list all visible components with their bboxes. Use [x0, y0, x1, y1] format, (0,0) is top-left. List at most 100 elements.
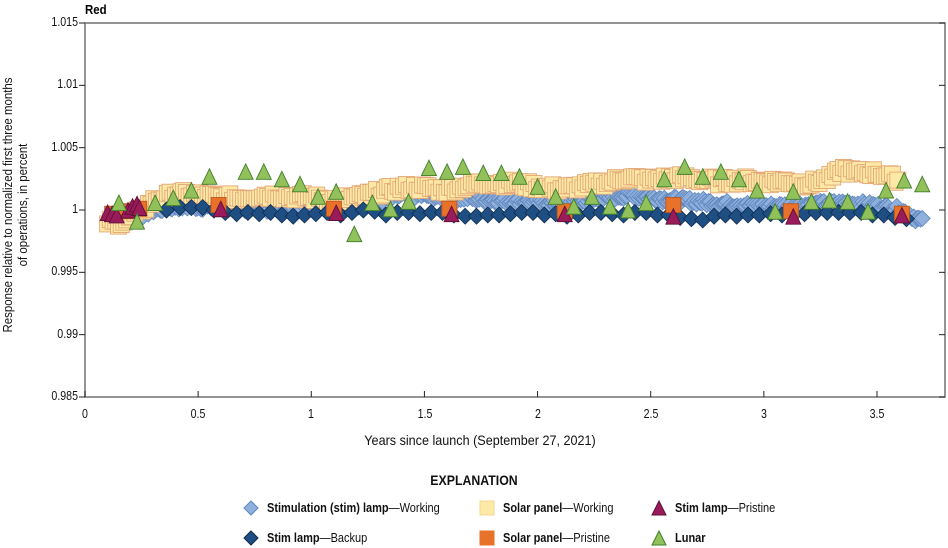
- diamond-marker: [261, 203, 280, 222]
- square-light-yellow-icon: [479, 500, 495, 516]
- diamond-marker: [682, 210, 701, 228]
- legend-label-bold: Lunar: [675, 531, 706, 545]
- triangle-marker: [131, 198, 148, 216]
- triangle-marker: [914, 175, 931, 193]
- diamond-marker: [524, 203, 542, 222]
- triangle-marker: [108, 206, 125, 224]
- triangle-marker: [146, 193, 164, 211]
- triangle-marker: [443, 205, 460, 223]
- triangle-marker: [327, 182, 345, 200]
- triangle-marker: [877, 181, 895, 199]
- triangle-marker: [712, 162, 730, 180]
- diamond-marker: [456, 207, 474, 225]
- y-tick-label: 0.995: [51, 264, 78, 278]
- legend-title: EXPLANATION: [430, 472, 518, 488]
- plot-data: [99, 157, 931, 243]
- legend-item-stim-lamp-pristine: Stim lamp—Pristine: [651, 500, 789, 516]
- triangle-marker: [676, 157, 693, 175]
- triangle-marker: [859, 202, 877, 220]
- y-tick-label: 1.015: [51, 15, 78, 29]
- x-tick-label: 0: [82, 407, 88, 421]
- diamond-marker: [194, 198, 212, 217]
- triangle-marker: [601, 197, 619, 215]
- x-tick-label: 1.5: [417, 407, 433, 421]
- x-tick-label: 2: [535, 407, 541, 421]
- panel-title: Red: [85, 2, 107, 17]
- triangle-marker: [183, 181, 200, 199]
- legend-label-bold: Stim lamp: [267, 531, 320, 545]
- diamond-marker: [648, 206, 667, 224]
- triangle-marker: [785, 182, 802, 200]
- square-orange-icon: [479, 530, 495, 546]
- triangle-marker: [212, 200, 229, 218]
- plot-frame: [79, 22, 946, 398]
- triangle-marker: [565, 197, 582, 215]
- y-tick-label: 1: [72, 202, 78, 216]
- triangle-marker: [821, 191, 838, 209]
- triangle-marker: [400, 192, 417, 210]
- triangle-marker: [803, 192, 820, 210]
- triangle-marker: [839, 192, 856, 210]
- y-tick-label: 0.985: [51, 389, 78, 403]
- x-tick-label: 1: [308, 407, 314, 421]
- triangle-marker: [273, 170, 291, 188]
- diamond-marker: [581, 203, 599, 222]
- triangle-marker: [511, 167, 528, 185]
- triangle-marker: [665, 207, 682, 225]
- triangle-marker: [454, 157, 472, 175]
- triangle-marker: [364, 193, 381, 211]
- y-tick-label: 1.01: [57, 77, 78, 91]
- triangle-marker: [255, 162, 272, 180]
- diamond-marker: [913, 209, 931, 227]
- diamond-marker: [875, 206, 893, 224]
- triangle-marker: [165, 188, 182, 206]
- legend-item-lunar: Lunar: [651, 530, 710, 546]
- triangle-marker: [237, 162, 254, 180]
- diamond-marker: [818, 203, 836, 222]
- legend-label-rest: —Backup: [319, 531, 368, 545]
- y-tick-label: 0.99: [57, 327, 78, 341]
- triangle-marker: [766, 202, 784, 220]
- diamond-marker: [422, 203, 440, 222]
- triangle-marker: [895, 171, 913, 189]
- triangle-marker: [619, 201, 637, 219]
- triangle-marker: [529, 177, 546, 195]
- triangle-marker: [382, 200, 399, 218]
- triangle-marker: [748, 181, 766, 199]
- legend-item-solar-panel-pristine: Solar panel—Pristine: [479, 530, 625, 546]
- diamond-marker: [182, 198, 200, 217]
- triangle-marker: [730, 170, 748, 188]
- x-tick-label: 2.5: [643, 407, 659, 421]
- legend-label-rest: —Pristine: [727, 501, 776, 515]
- x-tick-label: 0.5: [190, 407, 206, 421]
- diamond-marker: [513, 203, 531, 222]
- diamond-marker: [479, 206, 497, 224]
- triangle-marker: [785, 207, 802, 225]
- triangle-marker: [493, 164, 510, 182]
- y-axis-label-line1: Response relative to normalized first th…: [0, 77, 15, 333]
- triangle-marker: [201, 167, 218, 185]
- diamond-marker: [273, 206, 291, 224]
- legend-label-rest: —Pristine: [562, 531, 610, 545]
- legend-item-stim-lamp-backup: Stim lamp—Backup: [243, 530, 381, 546]
- triangle-green-icon: [651, 530, 667, 546]
- triangle-marker: [128, 212, 146, 230]
- legend-label-bold: Stim lamp: [675, 501, 728, 515]
- triangle-maroon-icon: [651, 500, 667, 516]
- x-axis-label: Years since launch (September 27, 2021): [364, 432, 596, 448]
- triangle-marker: [893, 206, 911, 224]
- triangle-marker: [475, 164, 492, 182]
- triangle-marker: [438, 162, 456, 180]
- legend-item-solar-panel-working: Solar panel—Working: [479, 500, 629, 516]
- triangle-marker: [656, 170, 673, 188]
- diamond-light-blue-icon: [243, 500, 259, 516]
- legend-item-stim-lamp-working: Stimulation (stim) lamp—Working: [243, 500, 463, 516]
- triangle-marker: [346, 225, 363, 243]
- triangle-marker: [694, 167, 711, 185]
- legend-label-rest: —Working: [388, 501, 440, 515]
- triangle-marker: [291, 175, 309, 193]
- triangle-marker: [327, 203, 345, 221]
- triangle-marker: [547, 187, 564, 205]
- x-tick-label: 3.5: [869, 407, 885, 421]
- y-tick-label: 1.005: [51, 140, 78, 154]
